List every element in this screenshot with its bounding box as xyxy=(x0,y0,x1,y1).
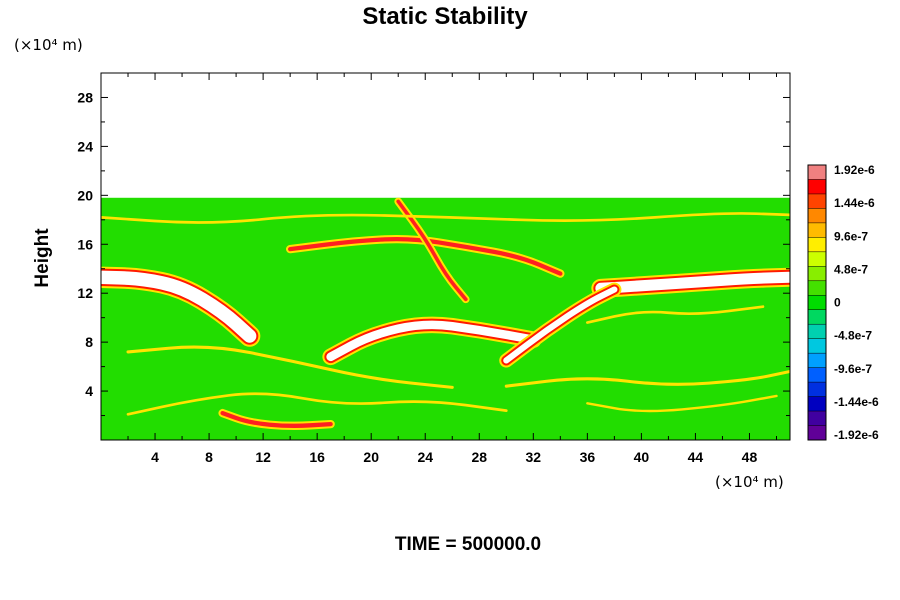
field-feature-7 xyxy=(218,408,335,430)
colorbar-swatch xyxy=(808,251,826,267)
colorbar-swatch xyxy=(808,382,826,398)
x-tick-label: 16 xyxy=(309,449,325,465)
y-tick-label: 28 xyxy=(77,89,93,105)
colorbar-label: -1.92e-6 xyxy=(834,428,879,442)
field-feature-3 xyxy=(322,316,542,366)
field-feature-1 xyxy=(101,266,261,347)
colorbar-swatch xyxy=(808,338,826,354)
field-feature-10 xyxy=(101,212,790,224)
y-axis-unit-label: (×10⁴ m) xyxy=(14,36,83,54)
colorbar-swatch xyxy=(808,324,826,340)
x-tick-label: 44 xyxy=(688,449,704,465)
colorbar-swatch xyxy=(808,309,826,325)
field-feature-11 xyxy=(586,305,765,324)
colorbar-swatch xyxy=(808,193,826,209)
y-tick-label: 20 xyxy=(77,187,93,203)
colorbar-swatch xyxy=(808,411,826,427)
x-tick-label: 12 xyxy=(255,449,271,465)
y-tick-label: 4 xyxy=(85,383,93,399)
colorbar-swatch xyxy=(808,280,826,296)
x-tick-label: 36 xyxy=(580,449,596,465)
colorbar: 1.92e-6 1.44e-6 9.6e-7 4.8e-7 0 -4.8e-7 -9.6e-… xyxy=(807,163,879,442)
x-tick-label: 48 xyxy=(742,449,758,465)
plot-area xyxy=(101,197,790,440)
colorbar-swatch xyxy=(808,266,826,282)
colorbar-swatch xyxy=(808,353,826,369)
colorbar-swatch xyxy=(808,295,826,311)
field-feature-8 xyxy=(126,345,454,389)
colorbar-swatch xyxy=(808,237,826,253)
x-tick-label: 4 xyxy=(151,449,159,465)
x-tick-label: 8 xyxy=(205,449,213,465)
chart-title: Static Stability xyxy=(362,3,528,30)
y-tick-label: 12 xyxy=(77,285,93,301)
colorbar-label: 4.8e-7 xyxy=(834,262,868,276)
colorbar-label: 1.92e-6 xyxy=(834,163,875,177)
field-feature-2 xyxy=(591,267,790,298)
time-label: TIME = 500000.0 xyxy=(395,534,541,555)
x-tick-label: 24 xyxy=(417,449,433,465)
x-axis-unit-label: (×10⁴ m) xyxy=(715,473,784,491)
colorbar-label: 9.6e-7 xyxy=(834,229,868,243)
x-tick-label: 40 xyxy=(634,449,650,465)
field-feature-5 xyxy=(285,234,565,278)
colorbar-swatch xyxy=(808,396,826,412)
y-tick-label: 8 xyxy=(85,334,93,350)
y-tick-label: 24 xyxy=(77,138,93,154)
field-feature-4 xyxy=(499,282,622,368)
colorbar-swatch xyxy=(808,208,826,224)
colorbar-label: 1.44e-6 xyxy=(834,196,875,210)
field-feature-13 xyxy=(586,394,778,413)
colorbar-swatch xyxy=(808,367,826,383)
colorbar-label: -4.8e-7 xyxy=(834,329,872,343)
y-tick-label: 16 xyxy=(77,236,93,252)
x-tick-label: 20 xyxy=(363,449,379,465)
field-feature-9 xyxy=(504,369,790,388)
colorbar-label: 0 xyxy=(834,296,841,310)
y-axis-label: Height xyxy=(32,228,53,288)
colorbar-label: -9.6e-7 xyxy=(834,362,872,376)
colorbar-label: -1.44e-6 xyxy=(834,395,879,409)
field-feature-12 xyxy=(126,392,508,416)
colorbar-swatch xyxy=(808,425,826,441)
colorbar-swatch xyxy=(808,165,826,180)
colorbar-swatch xyxy=(808,179,826,195)
field-feature-6 xyxy=(394,197,470,304)
x-tick-label: 28 xyxy=(471,449,487,465)
x-tick-label: 32 xyxy=(526,449,542,465)
plot-frame xyxy=(100,72,791,441)
colorbar-swatch xyxy=(808,222,826,238)
